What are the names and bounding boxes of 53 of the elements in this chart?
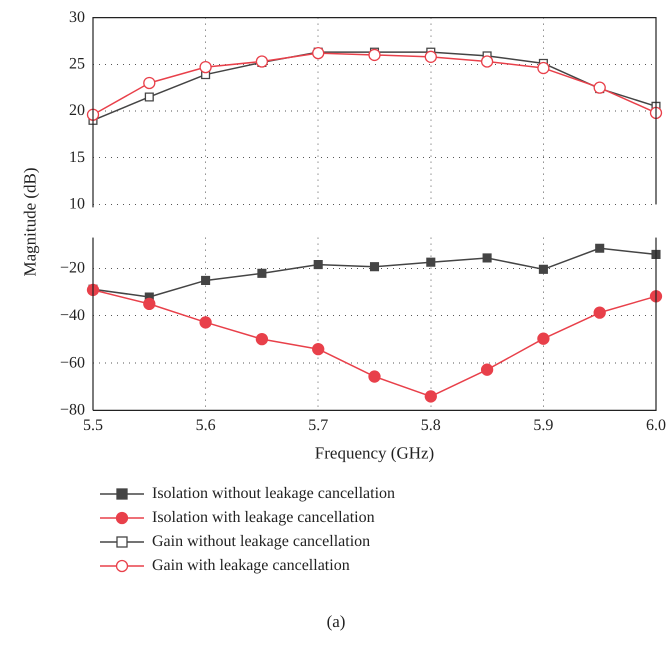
point: [143, 76, 156, 90]
y-tick-label: −20: [60, 260, 85, 277]
point: [482, 253, 492, 262]
point: [312, 342, 324, 356]
point: [370, 262, 380, 272]
point: [257, 268, 266, 278]
y-tick-label: −80: [60, 402, 85, 419]
point: [594, 82, 606, 94]
point: [480, 364, 494, 376]
point: [480, 55, 494, 68]
x-tick-label: 5.7: [308, 417, 328, 434]
point: [594, 306, 606, 319]
y-tick-label: −60: [60, 354, 85, 372]
legend-label: Gain without leakage cancellation: [152, 533, 370, 551]
point: [314, 260, 323, 270]
point: [537, 62, 550, 74]
point: [650, 106, 662, 120]
point: [199, 60, 212, 74]
point: [199, 316, 212, 328]
point: [595, 244, 604, 253]
point: [144, 92, 154, 102]
point: [86, 108, 100, 121]
point: [86, 284, 100, 296]
point: [368, 48, 381, 62]
x-tick-label: 5.6: [196, 417, 216, 434]
point: [368, 370, 381, 383]
y-axis-title: Magnitude (dB): [20, 167, 40, 277]
x-tick-label: 5.5: [83, 417, 103, 434]
point: [424, 390, 437, 403]
legend-label: Isolation with leakage cancellation: [152, 509, 375, 527]
point: [201, 276, 210, 285]
x-tick-label: 5.8: [420, 417, 441, 434]
point: [426, 258, 436, 267]
point: [256, 55, 268, 68]
y-tick-label: 30: [69, 8, 85, 26]
y-tick-label: 25: [69, 56, 85, 73]
y-tick-label: 20: [69, 102, 85, 120]
y-tick-label: −40: [60, 306, 85, 324]
y-tick-label: 10: [69, 196, 85, 213]
point: [256, 333, 268, 346]
point: [650, 290, 662, 302]
point: [424, 50, 437, 63]
legend-label: Isolation without leakage cancellation: [152, 485, 396, 503]
x-tick-label: 6.0: [646, 417, 666, 434]
x-axis-title: Frequency (GHz): [314, 443, 434, 462]
point: [143, 298, 156, 310]
point: [537, 332, 550, 345]
point: [312, 46, 324, 60]
point: [538, 264, 548, 274]
legend-label: Gain with leakage cancellation: [152, 557, 350, 575]
x-tick-label: 5.9: [533, 417, 554, 434]
text: (a): [326, 612, 346, 632]
y-tick-label: 15: [69, 148, 85, 166]
